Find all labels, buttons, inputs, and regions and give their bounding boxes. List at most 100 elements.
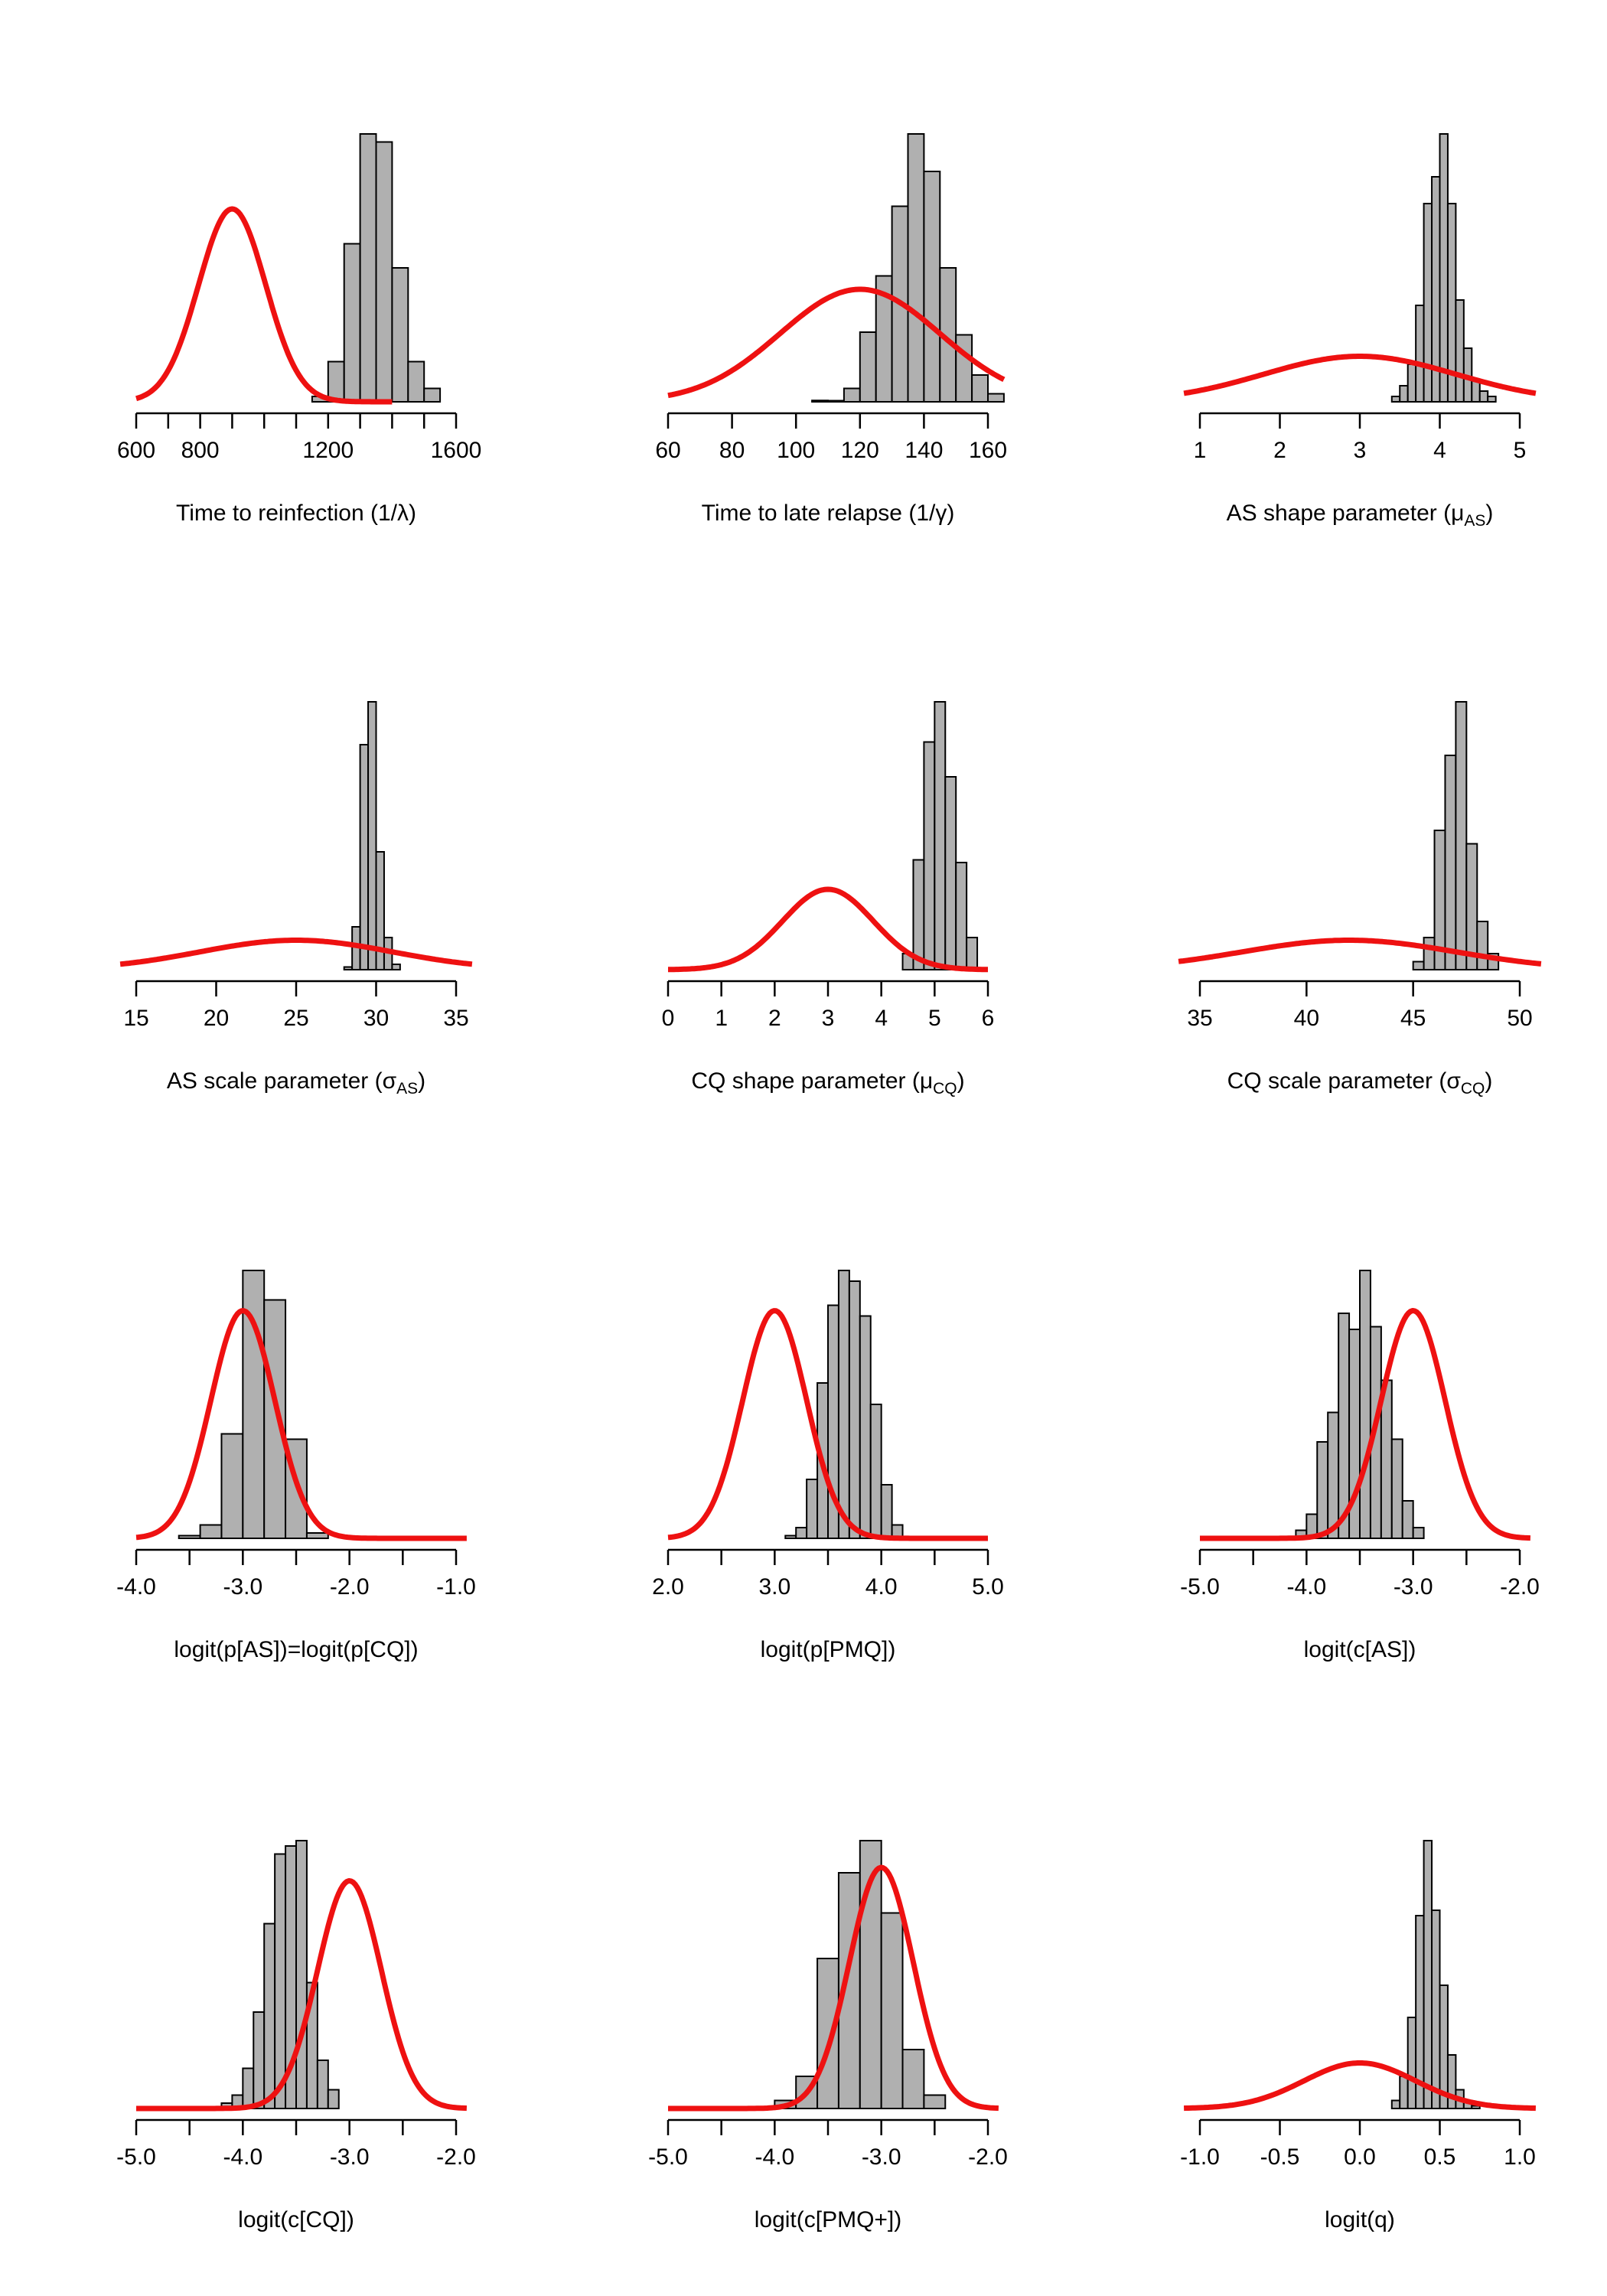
prior-density-line	[135, 1308, 468, 1541]
histogram-bar	[806, 1479, 819, 1539]
histogram-bars	[774, 1840, 947, 2109]
x-tick-label: -3.0	[330, 2144, 370, 2170]
histogram-bar	[1439, 1985, 1449, 2109]
x-tick-label: 35	[443, 1006, 468, 1031]
histogram-bar	[817, 1958, 839, 2109]
panel-3: 1 2 3 4 5 AS shape parameter (μAS)	[1183, 133, 1537, 530]
histogram-bar	[1423, 937, 1436, 970]
histogram-bar	[923, 741, 936, 970]
x-axis: 1 2 3 4 5	[1194, 412, 1526, 463]
x-tick-label: 4	[875, 1006, 888, 1031]
histogram-bar	[359, 744, 370, 970]
x-tick-label: 3	[822, 1006, 835, 1031]
x-tick-label: 3	[1354, 438, 1367, 463]
histogram-bars	[311, 133, 442, 403]
x-axis: 2.0 3.0 4.0 5.0	[652, 1548, 1004, 1600]
histogram-bar	[274, 1853, 287, 2109]
histogram-bar	[1407, 2017, 1417, 2109]
x-tick-label: 1600	[431, 438, 482, 463]
x-tick-label: -2.0	[968, 2144, 1008, 2170]
histogram-bar	[1423, 1840, 1433, 2109]
panel-10: -5.0 -4.0 -3.0 -2.0 logit(c[CQ])	[116, 1840, 476, 2232]
x-tick-label: -4.0	[1286, 1574, 1326, 1600]
histogram-bar	[1478, 390, 1489, 403]
histogram-bars	[784, 1270, 904, 1539]
histogram-bar	[359, 133, 377, 403]
histogram-bar	[253, 2011, 266, 2109]
histogram-bar	[1390, 2099, 1401, 2109]
x-axis: 600 800 1200 1600	[117, 412, 482, 463]
histogram-bars	[901, 701, 979, 970]
histogram-bar	[343, 966, 354, 970]
x-tick-label: 40	[1294, 1006, 1319, 1031]
histogram-bar	[912, 859, 925, 970]
x-axis: -1.0 -0.5 0.0 0.5 1.0	[1180, 2118, 1536, 2170]
histogram-bar	[907, 133, 925, 403]
histogram-bar	[843, 387, 861, 403]
histogram-bar	[1359, 1270, 1371, 1539]
histogram-bar	[1487, 396, 1497, 403]
x-axis-label: logit(p[PMQ])	[761, 1637, 896, 1662]
histogram-bar	[827, 400, 845, 403]
histogram-bars	[1412, 701, 1500, 970]
x-axis: 60 80 100 120 140 160	[655, 412, 1007, 463]
histogram-bar	[1465, 843, 1478, 970]
histogram-bar	[859, 331, 877, 403]
panel-2: 60 80 100 120 140 160 Time to late relapse (1/…	[655, 133, 1007, 526]
histogram-bar	[923, 171, 941, 403]
histogram-bar	[1399, 2076, 1409, 2109]
x-tick-label: 15	[123, 1006, 148, 1031]
histogram-bar	[880, 1912, 904, 2109]
histogram-bar	[263, 1923, 276, 2109]
panel-6: 35 40 45 50 CQ scale parameter (σCQ)	[1178, 701, 1542, 1097]
histogram-bar	[220, 1433, 244, 1539]
histogram-bar	[1390, 1438, 1403, 1539]
histogram-bar	[1439, 133, 1449, 403]
histogram-bar	[1327, 1411, 1340, 1539]
histogram-bar	[1431, 1910, 1441, 2109]
histogram-bar	[934, 701, 947, 970]
x-axis-label: AS shape parameter (μAS)	[1227, 501, 1494, 530]
x-axis-label: Time to reinfection (1/λ)	[176, 501, 416, 526]
histogram-bar	[327, 360, 345, 403]
histogram-bar	[811, 400, 829, 403]
histogram-bars	[178, 1270, 329, 1539]
x-tick-label: -2.0	[436, 2144, 476, 2170]
x-axis-label: CQ shape parameter (μCQ)	[691, 1068, 964, 1097]
histogram-bar	[1455, 299, 1465, 403]
x-tick-label: 50	[1507, 1006, 1532, 1031]
histogram-bar	[1423, 203, 1433, 403]
x-tick-label: 160	[969, 438, 1007, 463]
x-tick-label: -1.0	[1180, 2144, 1220, 2170]
x-tick-label: 800	[181, 438, 220, 463]
histogram-bar	[1412, 1527, 1425, 1539]
histogram-bar	[178, 1534, 201, 1539]
x-tick-label: -4.0	[223, 2144, 262, 2170]
x-axis-label: logit(p[AS])=logit(p[CQ])	[174, 1637, 418, 1662]
panel-11: -5.0 -4.0 -3.0 -2.0 logit(c[PMQ+])	[648, 1840, 1008, 2232]
prior-density-line	[667, 286, 1006, 399]
prior-density-line	[1178, 938, 1542, 967]
x-tick-label: -1.0	[436, 1574, 476, 1600]
histogram-bar	[971, 374, 989, 403]
x-tick-label: 2	[1273, 438, 1286, 463]
x-tick-label: -5.0	[1180, 1574, 1220, 1600]
x-tick-label: 0.5	[1424, 2144, 1456, 2170]
histogram-bar	[1316, 1441, 1329, 1539]
histogram-bar	[242, 2067, 255, 2109]
histogram-bar	[367, 701, 377, 970]
histogram-bar	[1476, 921, 1489, 970]
histogram-bar	[1399, 385, 1409, 403]
histogram-bar	[1412, 960, 1425, 970]
x-tick-label: -3.0	[1393, 1574, 1433, 1600]
x-tick-label: 1.0	[1504, 2144, 1536, 2170]
x-tick-label: 30	[363, 1006, 389, 1031]
x-tick-label: 80	[719, 438, 745, 463]
histogram-bar	[1446, 2054, 1457, 2109]
x-tick-label: 20	[204, 1006, 229, 1031]
histogram-bar	[955, 334, 973, 403]
x-tick-label: -4.0	[755, 2144, 794, 2170]
prior-density-line	[667, 1308, 989, 1541]
x-axis-label: logit(q)	[1325, 2207, 1395, 2232]
